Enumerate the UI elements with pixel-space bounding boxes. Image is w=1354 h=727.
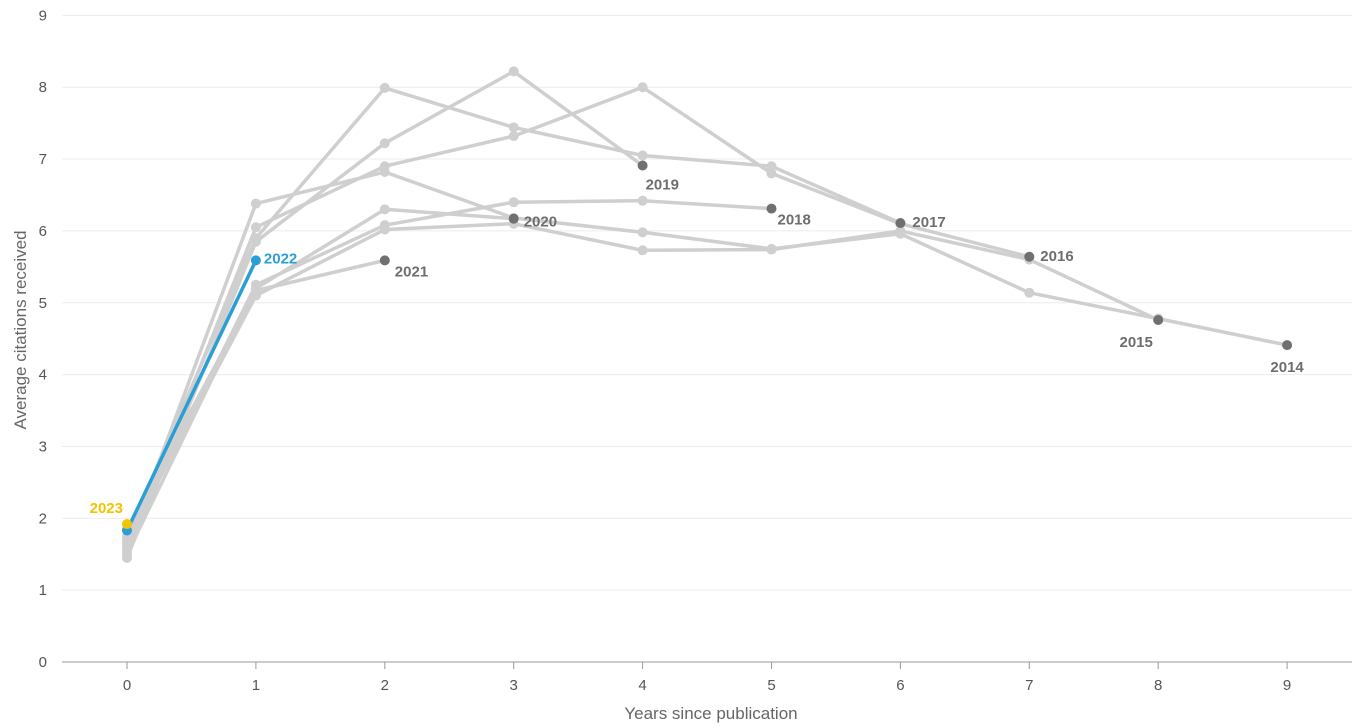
y-tick-label: 8	[39, 79, 47, 96]
series-line-2022	[125, 258, 258, 533]
data-point-2014	[250, 198, 261, 209]
data-point-2015	[766, 244, 777, 255]
series-label-2015: 2015	[1120, 334, 1153, 351]
y-tick-label: 3	[39, 438, 47, 455]
x-axis-title: Years since publication	[624, 704, 797, 723]
series-line-2020	[125, 207, 516, 556]
x-tick-label: 3	[510, 677, 518, 694]
grid-lines	[62, 14, 1352, 591]
data-point-2016	[379, 161, 390, 172]
highlight-series	[122, 255, 261, 536]
series-label-2016: 2016	[1040, 248, 1073, 265]
series-label-2014: 2014	[1270, 359, 1304, 376]
x-tick-label: 1	[252, 677, 260, 694]
data-point-2020	[508, 213, 519, 224]
x-tick-label: 4	[638, 677, 646, 694]
series-label-2023: 2023	[90, 500, 123, 517]
axes: 0 1 2 3 4 5 6 7 8 9 0 1 2 3 4 5 6 7 8 9	[39, 7, 1352, 694]
data-point-2017	[508, 122, 519, 133]
data-point-2019	[637, 160, 648, 171]
data-point-2018	[379, 220, 390, 231]
data-point-2019	[250, 236, 261, 247]
data-point-2016	[766, 168, 777, 179]
data-point-2018	[766, 203, 777, 214]
y-tick-label: 5	[39, 295, 47, 312]
x-tick-label: 5	[767, 677, 775, 694]
data-point-2016	[508, 131, 519, 142]
data-point-2020	[122, 549, 132, 560]
data-point-2015	[637, 245, 648, 256]
series-label-2020: 2020	[524, 214, 557, 231]
data-point-2015	[1153, 314, 1164, 325]
series-line-2014	[125, 170, 1289, 549]
series-label-2017: 2017	[912, 214, 945, 231]
x-tick-label: 8	[1154, 677, 1162, 694]
data-point-2016	[250, 222, 261, 233]
y-tick-label: 6	[39, 223, 47, 240]
series-label-2018: 2018	[778, 212, 811, 229]
series-label-2022: 2022	[264, 250, 297, 267]
data-point-2017	[895, 217, 906, 228]
x-tick-label: 7	[1025, 677, 1033, 694]
data-point-2016	[1024, 251, 1035, 262]
series-line-2018	[125, 198, 774, 546]
data-point-2022	[250, 255, 261, 266]
x-tick-label: 6	[896, 677, 904, 694]
data-point-2014	[1282, 340, 1293, 351]
data-point-2017	[766, 161, 777, 172]
series-lines	[122, 66, 1293, 563]
data-point-2017	[637, 150, 648, 161]
series-end-labels: 2014 2015 2016 2017 2018 2019 2020 2021 2022 2023	[90, 177, 1305, 518]
series-line-2016	[125, 85, 1032, 553]
data-point-2014	[637, 227, 648, 238]
y-tick-label: 9	[39, 7, 47, 24]
data-point-2019	[508, 66, 519, 77]
data-point-2015	[895, 225, 906, 236]
data-point-2020	[379, 204, 390, 215]
series-label-2021: 2021	[395, 263, 428, 280]
y-axis-title: Average citations received	[11, 230, 30, 429]
series-label-2019: 2019	[646, 177, 679, 194]
y-tick-label: 4	[39, 367, 47, 384]
data-point-2021	[379, 255, 390, 266]
y-tick-label: 1	[39, 582, 47, 599]
data-point-2018	[637, 195, 648, 206]
data-point-2014	[1024, 287, 1035, 298]
data-point-2023	[122, 519, 132, 530]
data-point-2019	[379, 138, 390, 149]
data-point-2021	[250, 285, 261, 296]
x-tick-label: 9	[1283, 677, 1291, 694]
x-tick-label: 2	[381, 677, 389, 694]
x-tick-label: 0	[123, 677, 131, 694]
y-tick-label: 2	[39, 510, 47, 527]
y-tick-label: 7	[39, 151, 47, 168]
y-tick-label: 0	[39, 654, 47, 671]
series-line-2021	[125, 258, 387, 531]
data-point-2016	[637, 82, 648, 93]
data-point-2018	[508, 197, 519, 208]
data-point-2017	[379, 82, 390, 93]
